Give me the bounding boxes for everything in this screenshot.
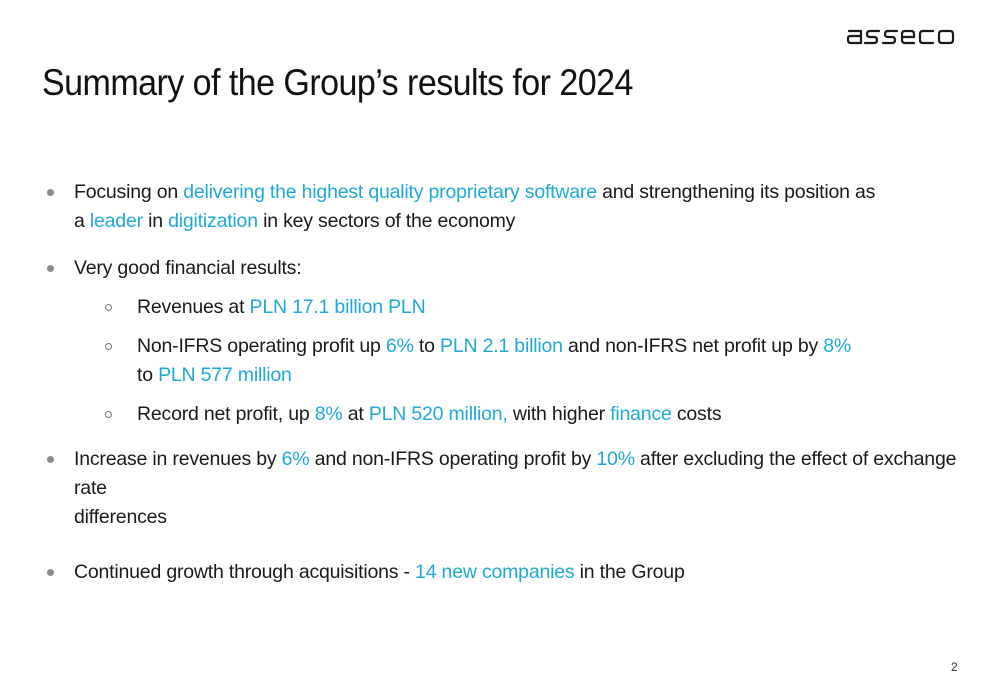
text: Focusing on bbox=[74, 181, 184, 203]
bullet-focus: Focusing on delivering the highest quali… bbox=[45, 178, 975, 236]
bullet-list: Focusing on delivering the highest quali… bbox=[45, 178, 975, 587]
highlight: delivering the highest quality proprieta… bbox=[183, 181, 597, 203]
highlight: 8% bbox=[314, 403, 343, 425]
text: costs bbox=[671, 403, 722, 425]
text: to bbox=[413, 335, 441, 357]
highlight: PLN 577 million bbox=[158, 364, 292, 386]
text: Non-IFRS operating profit up bbox=[137, 335, 386, 357]
text: a bbox=[74, 210, 90, 232]
highlight: digitization bbox=[168, 210, 258, 232]
sub-bullet-revenues: Revenues at PLN 17.1 billion PLN bbox=[45, 293, 975, 322]
text: Very good financial results: bbox=[74, 257, 302, 279]
text: at bbox=[342, 403, 369, 425]
text: Continued growth through acquisitions - bbox=[74, 561, 416, 583]
sub-bullet-operating-profit: Non-IFRS operating profit up 6% to PLN 2… bbox=[45, 332, 975, 390]
highlight: 10% bbox=[596, 448, 635, 470]
highlight: finance bbox=[610, 403, 672, 425]
text: and non-IFRS operating profit by bbox=[309, 448, 597, 470]
bullet-revenue-increase: Increase in revenues by 6% and non-IFRS … bbox=[45, 445, 975, 532]
text: and non-IFRS net profit up by bbox=[562, 335, 824, 357]
highlight: 14 new companies bbox=[415, 561, 575, 583]
text: differences bbox=[74, 506, 167, 528]
bullet-acquisitions: Continued growth through acquisitions - … bbox=[45, 558, 975, 587]
text: Increase in revenues by bbox=[74, 448, 282, 470]
text: in key sectors of the economy bbox=[257, 210, 516, 232]
bullet-financial-results: Very good financial results: bbox=[45, 254, 975, 283]
asseco-logo bbox=[846, 29, 955, 45]
highlight: 6% bbox=[281, 448, 310, 470]
highlight: leader bbox=[89, 210, 143, 232]
text: after excluding the effect of exchange r… bbox=[74, 448, 957, 499]
page-number: 2 bbox=[951, 660, 958, 674]
text: and strengthening its position as bbox=[596, 181, 876, 203]
highlight: 8% bbox=[823, 335, 852, 357]
text: with higher bbox=[507, 403, 611, 425]
sub-bullet-net-profit: Record net profit, up 8% at PLN 520 mill… bbox=[45, 400, 975, 429]
text: Record net profit, up bbox=[137, 403, 315, 425]
highlight: PLN 2.1 billion bbox=[440, 335, 563, 357]
highlight: PLN 17.1 billion PLN bbox=[249, 296, 426, 318]
text: Revenues at bbox=[137, 296, 250, 318]
highlight: 6% bbox=[385, 335, 414, 357]
text: to bbox=[137, 364, 159, 386]
page-title: Summary of the Group’s results for 2024 bbox=[42, 62, 633, 103]
text: in bbox=[142, 210, 169, 232]
text: in the Group bbox=[574, 561, 685, 583]
highlight: PLN 520 million, bbox=[368, 403, 508, 425]
